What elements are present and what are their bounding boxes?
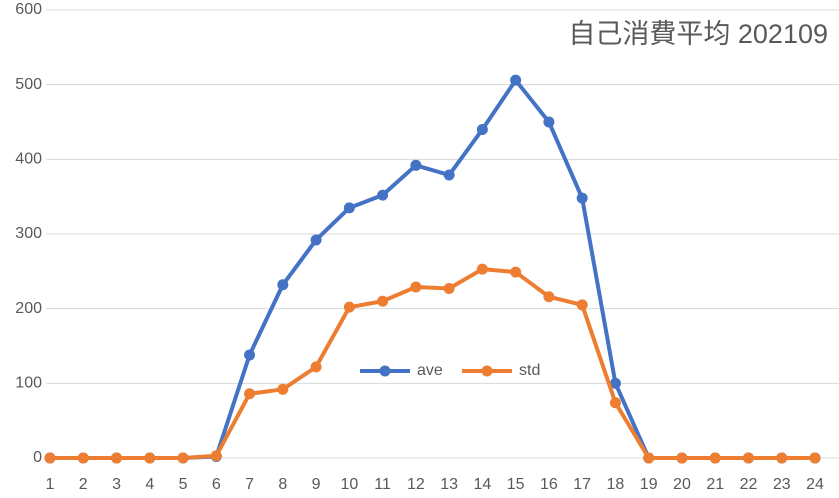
series-line (50, 267, 815, 460)
data-point (177, 452, 189, 464)
data-point (676, 452, 688, 464)
data-point (476, 123, 488, 135)
data-point (244, 349, 256, 361)
data-point (576, 299, 588, 311)
data-point (643, 452, 655, 464)
y-tick-label: 200 (15, 300, 42, 317)
data-point (510, 74, 522, 86)
x-tick-label: 15 (507, 476, 525, 493)
data-point (609, 397, 621, 409)
legend-label: std (519, 362, 540, 379)
x-tick-label: 6 (212, 476, 221, 493)
x-tick-label: 8 (278, 476, 287, 493)
data-point (543, 116, 555, 128)
data-point (809, 452, 821, 464)
data-point (277, 279, 289, 291)
x-tick-label: 20 (673, 476, 691, 493)
x-tick-label: 5 (179, 476, 188, 493)
legend-marker (379, 365, 391, 377)
x-tick-label: 12 (407, 476, 425, 493)
data-point (609, 377, 621, 389)
y-tick-label: 300 (15, 225, 42, 242)
data-point (543, 291, 555, 303)
x-tick-label: 24 (806, 476, 824, 493)
data-point (77, 452, 89, 464)
data-point (111, 452, 123, 464)
chart-title: 自己消費平均 202109 (568, 19, 828, 49)
x-tick-label: 3 (112, 476, 121, 493)
x-tick-label: 21 (706, 476, 724, 493)
data-point (476, 263, 488, 275)
data-point (410, 281, 422, 293)
data-point (443, 283, 455, 295)
legend-item: std (462, 362, 540, 379)
data-point (709, 452, 721, 464)
data-point (210, 450, 222, 462)
data-point (443, 169, 455, 181)
x-tick-label: 17 (573, 476, 591, 493)
data-point (244, 388, 256, 400)
data-point (510, 266, 522, 278)
data-point (776, 452, 788, 464)
y-tick-label: 400 (15, 151, 42, 168)
data-point (377, 295, 389, 307)
x-tick-label: 11 (374, 476, 391, 493)
data-point (410, 159, 422, 171)
y-tick-label: 0 (33, 449, 42, 466)
x-tick-label: 23 (773, 476, 791, 493)
data-point (44, 452, 56, 464)
data-point (576, 192, 588, 204)
legend-label: ave (417, 362, 443, 379)
legend-item: ave (360, 362, 443, 379)
x-tick-label: 4 (145, 476, 154, 493)
x-tick-label: 19 (640, 476, 658, 493)
data-point (277, 383, 289, 395)
x-tick-label: 1 (46, 476, 55, 493)
y-tick-label: 100 (15, 375, 42, 392)
x-tick-label: 7 (245, 476, 254, 493)
x-tick-label: 14 (473, 476, 491, 493)
data-point (310, 361, 322, 373)
y-tick-label: 600 (15, 1, 42, 18)
x-tick-label: 9 (312, 476, 321, 493)
series-line (50, 78, 815, 460)
x-tick-label: 22 (740, 476, 758, 493)
data-point (742, 452, 754, 464)
x-tick-label: 16 (540, 476, 558, 493)
data-point (144, 452, 156, 464)
data-point (310, 234, 322, 246)
x-tick-label: 18 (607, 476, 625, 493)
x-tick-label: 10 (340, 476, 358, 493)
data-point (377, 189, 389, 201)
x-tick-label: 2 (79, 476, 88, 493)
legend-marker (481, 365, 493, 377)
x-tick-label: 13 (440, 476, 458, 493)
data-point (343, 202, 355, 214)
data-point (343, 301, 355, 313)
y-tick-label: 500 (15, 76, 42, 93)
